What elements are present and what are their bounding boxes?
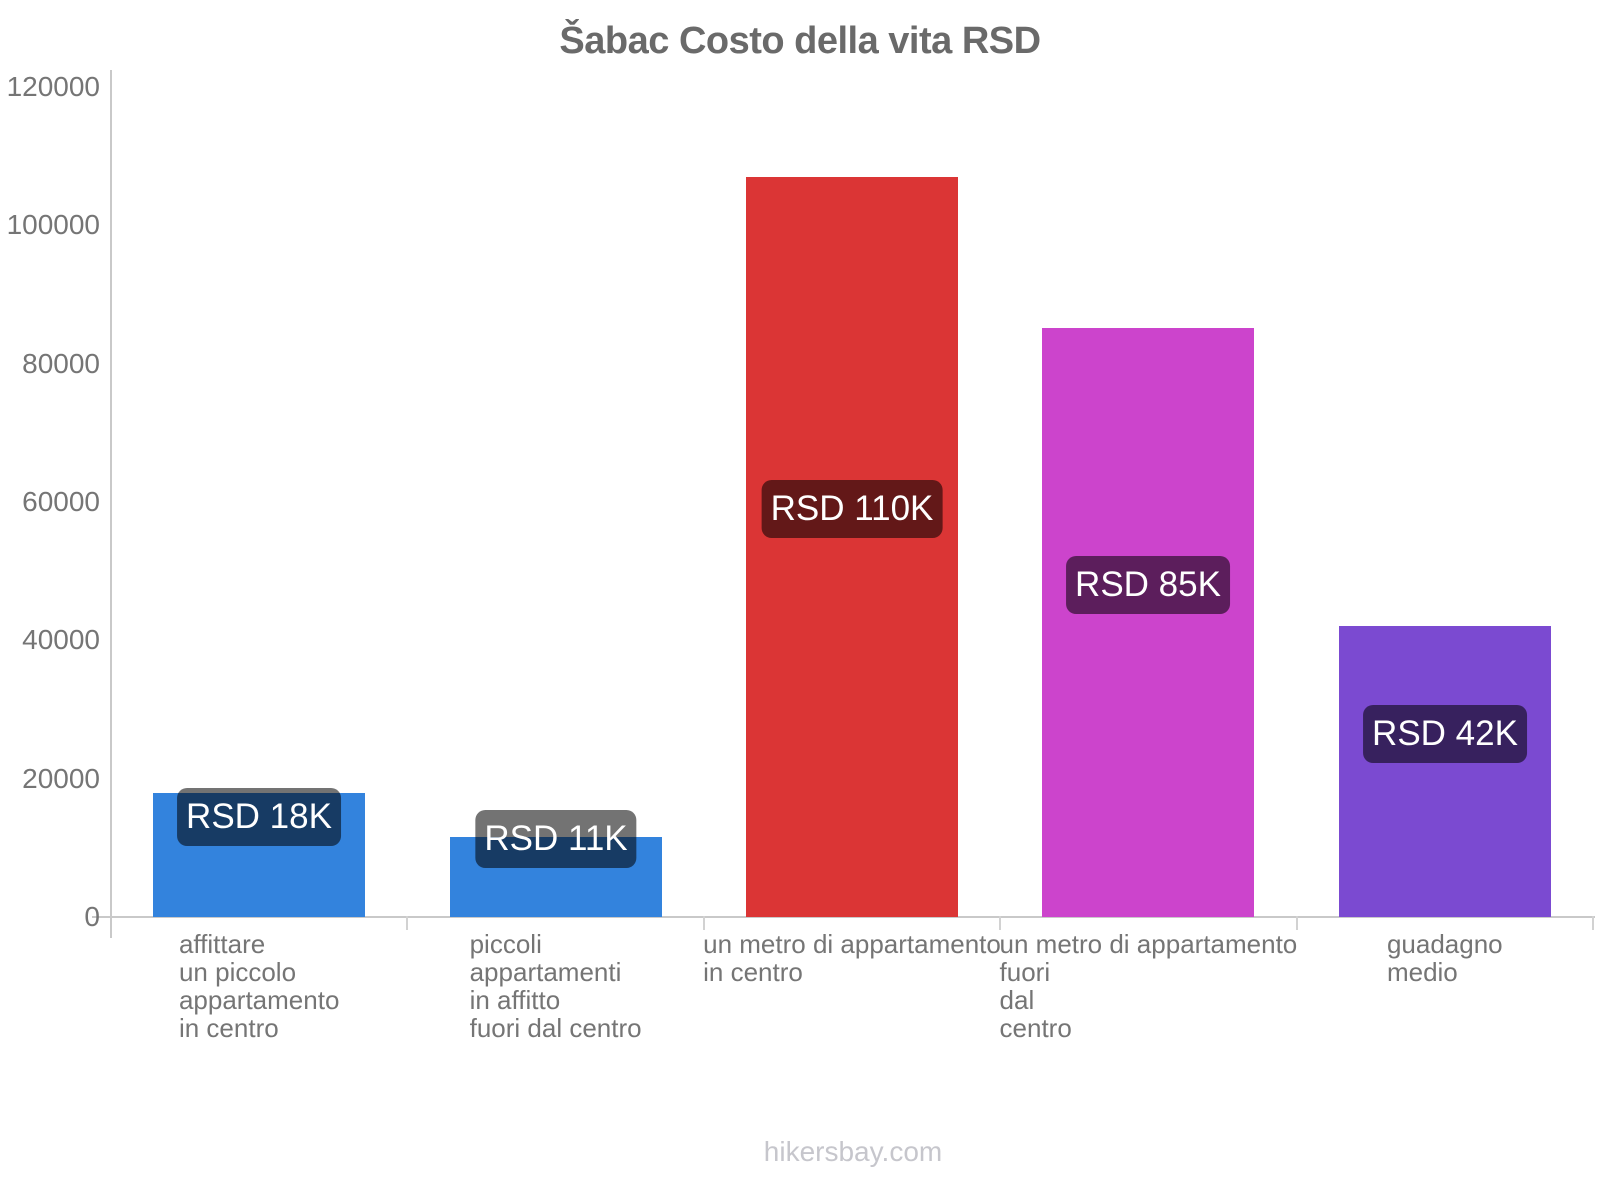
x-axis-line — [92, 916, 1595, 918]
y-tick-label-40000: 40000 — [22, 624, 100, 656]
y-tick-label-20000: 20000 — [22, 762, 100, 794]
category-tick — [702, 916, 705, 930]
y-tick-label-80000: 80000 — [22, 347, 100, 379]
bar-value-badge-4: RSD 85K — [1066, 555, 1230, 614]
category-label-1: affittare un piccolo appartamento in cen… — [178, 929, 340, 1043]
bar-4[interactable]: RSD 85K — [1042, 328, 1254, 917]
category-tick — [999, 916, 1002, 930]
bar-value-badge-2: RSD 11K — [475, 810, 637, 868]
bar-1[interactable]: RSD 18K — [153, 788, 365, 917]
category-label-5: guadagno medio — [1386, 929, 1503, 987]
bar-2[interactable]: RSD 11K — [450, 810, 662, 917]
y-tick-label-60000: 60000 — [22, 486, 100, 517]
chart-title: Šabac Costo della vita RSD — [559, 20, 1041, 62]
category-tick — [1295, 916, 1298, 930]
y-axis-line — [110, 70, 112, 938]
y-tick-label-120000: 120000 — [6, 71, 100, 102]
bar-3[interactable]: RSD 110K — [746, 177, 958, 917]
category-tick — [1592, 916, 1594, 930]
watermark-hikersbay: hikersbay.com — [763, 1136, 943, 1167]
category-label-4: un metro di appartamento fuori dal centr… — [999, 929, 1298, 1043]
bar-value-badge-5: RSD 42K — [1363, 704, 1527, 763]
y-tick-label-100000: 100000 — [6, 209, 100, 241]
category-label-2: piccoli appartamenti in affitto fuori da… — [469, 929, 642, 1043]
category-label-3: un metro di appartamento in centro — [703, 929, 1001, 987]
category-tick — [406, 916, 409, 930]
y-tick-label-0: 0 — [84, 901, 100, 932]
bar-5[interactable]: RSD 42K — [1339, 626, 1551, 917]
bar-value-badge-1: RSD 18K — [177, 788, 341, 846]
bar-value-badge-3: RSD 110K — [761, 480, 943, 538]
